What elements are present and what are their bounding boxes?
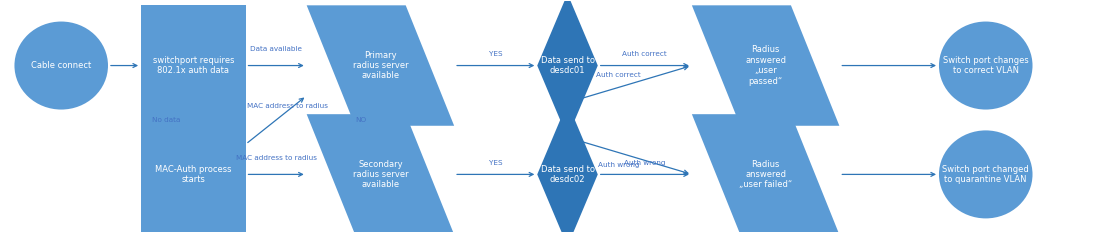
Text: Secondary
radius server
available: Secondary radius server available [353, 160, 408, 189]
Text: No data: No data [152, 117, 180, 123]
Polygon shape [306, 114, 454, 233]
Text: Data send to
desdc02: Data send to desdc02 [540, 165, 594, 184]
Text: Radius
answered
„user
passed“: Radius answered „user passed“ [745, 45, 786, 86]
Ellipse shape [14, 21, 108, 110]
Polygon shape [692, 114, 840, 233]
Polygon shape [538, 0, 597, 137]
Ellipse shape [939, 130, 1033, 218]
Ellipse shape [939, 21, 1033, 110]
Text: Primary
radius server
available: Primary radius server available [353, 51, 408, 80]
Text: MAC address to radius: MAC address to radius [236, 155, 316, 161]
Text: Switch port changes
to correct VLAN: Switch port changes to correct VLAN [943, 56, 1028, 75]
Polygon shape [538, 103, 597, 233]
Text: YES: YES [489, 160, 503, 166]
Text: switchport requires
802.1x auth data: switchport requires 802.1x auth data [152, 56, 234, 75]
Text: MAC-Auth process
starts: MAC-Auth process starts [155, 165, 231, 184]
Polygon shape [306, 5, 454, 126]
Polygon shape [692, 5, 840, 126]
FancyBboxPatch shape [141, 5, 246, 126]
Text: Switch port changed
to quarantine VLAN: Switch port changed to quarantine VLAN [942, 165, 1029, 184]
FancyBboxPatch shape [141, 114, 246, 233]
Text: Auth wrong: Auth wrong [624, 160, 666, 166]
Text: Radius
answered
„user failed“: Radius answered „user failed“ [739, 160, 792, 189]
Text: Auth correct: Auth correct [596, 72, 641, 78]
Text: YES: YES [489, 51, 503, 57]
Text: Cable connect: Cable connect [31, 61, 91, 70]
Text: Auth correct: Auth correct [623, 51, 667, 57]
Text: NO: NO [355, 117, 366, 123]
Text: Auth wrong: Auth wrong [598, 162, 639, 168]
Text: Data available: Data available [250, 46, 302, 52]
Text: Data send to
desdc01: Data send to desdc01 [540, 56, 594, 75]
Text: MAC address to radius: MAC address to radius [247, 103, 327, 109]
